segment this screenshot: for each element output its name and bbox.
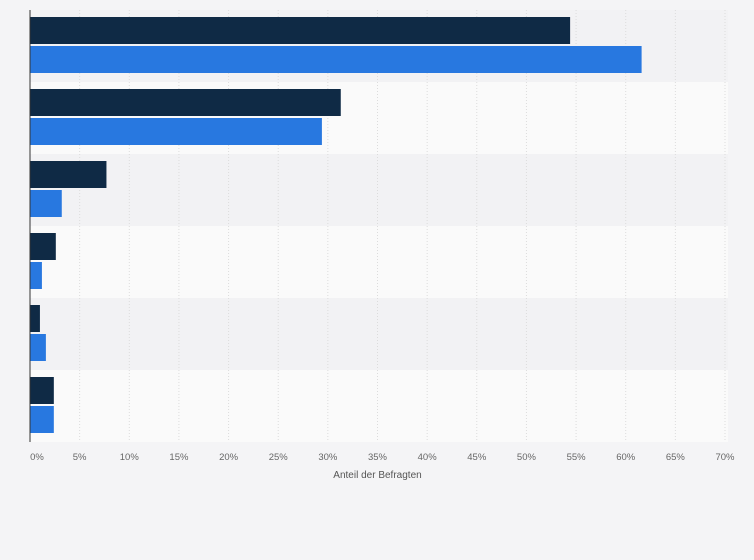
bar-series-1 bbox=[30, 17, 571, 44]
bar-series-2 bbox=[30, 262, 42, 289]
x-tick-label: 20% bbox=[219, 452, 239, 463]
x-tick-label: 0% bbox=[30, 452, 44, 463]
category-band bbox=[30, 298, 728, 370]
x-tick-label: 70% bbox=[715, 452, 735, 463]
x-tick-label: 60% bbox=[616, 452, 636, 463]
bar-series-2 bbox=[30, 118, 322, 145]
bar-series-2 bbox=[30, 46, 642, 73]
x-tick-label: 40% bbox=[418, 452, 438, 463]
x-tick-label: 30% bbox=[318, 452, 338, 463]
x-tick-label: 65% bbox=[666, 452, 686, 463]
x-tick-label: 15% bbox=[169, 452, 189, 463]
bar-series-2 bbox=[30, 334, 46, 361]
x-tick-label: 10% bbox=[120, 452, 140, 463]
bar-series-1 bbox=[30, 233, 56, 260]
x-tick-label: 45% bbox=[467, 452, 487, 463]
x-axis-title: Anteil der Befragten bbox=[333, 470, 421, 481]
x-tick-label: 5% bbox=[73, 452, 87, 463]
bars bbox=[30, 17, 642, 433]
bar-series-1 bbox=[30, 305, 40, 332]
category-band bbox=[30, 370, 728, 442]
bar-series-1 bbox=[30, 377, 54, 404]
bar-series-1 bbox=[30, 89, 341, 116]
bar-series-2 bbox=[30, 190, 62, 217]
category-band bbox=[30, 154, 728, 226]
category-bands bbox=[30, 10, 728, 442]
x-tick-labels: 0% 5% 10% 15% 20% 25% 30% 35% 40% 45% 50% 55% 60% 65%… bbox=[30, 452, 735, 463]
category-band bbox=[30, 226, 728, 298]
gridlines bbox=[79, 10, 726, 442]
x-tick-label: 55% bbox=[567, 452, 587, 463]
x-tick-label: 35% bbox=[368, 452, 388, 463]
bar-series-1 bbox=[30, 161, 107, 188]
x-tick-label: 50% bbox=[517, 452, 537, 463]
bar-series-2 bbox=[30, 406, 54, 433]
x-tick-label: 25% bbox=[269, 452, 289, 463]
